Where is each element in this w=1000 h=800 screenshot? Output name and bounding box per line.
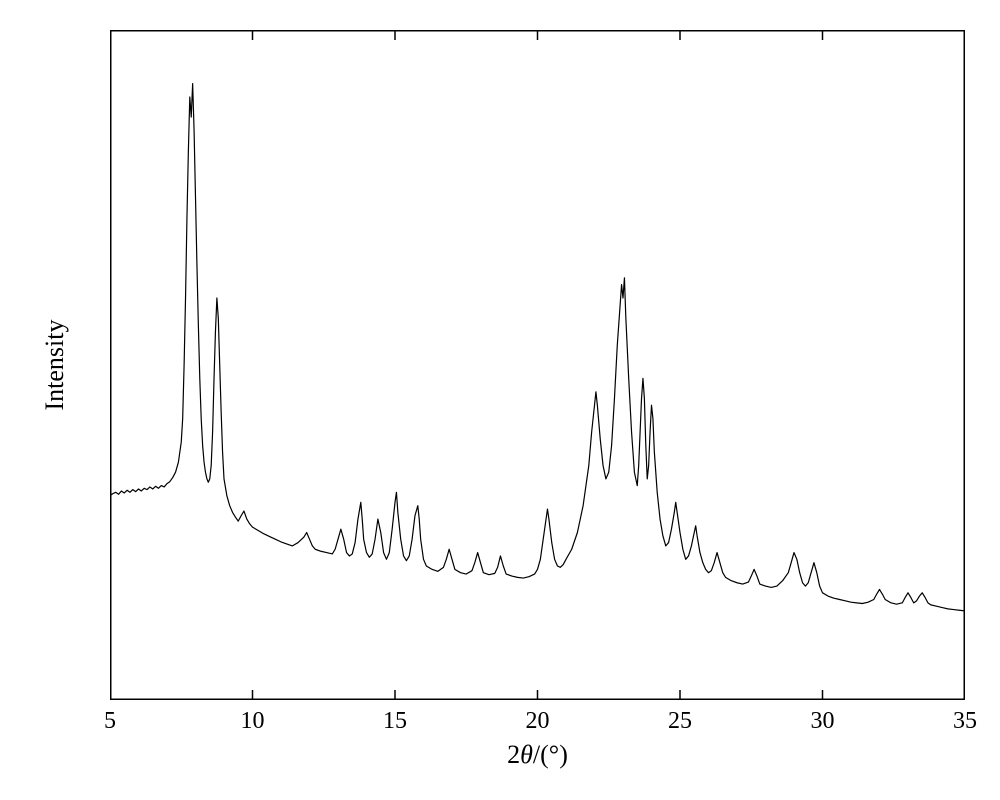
x-tick-label: 35 (935, 708, 995, 735)
xlabel-suffix: /(°) (533, 740, 568, 769)
x-tick-label: 15 (365, 708, 425, 735)
xlabel-prefix: 2 (507, 740, 520, 769)
x-tick-label: 25 (650, 708, 710, 735)
y-axis-label: Intensity (40, 320, 70, 411)
plot-area (110, 30, 965, 700)
x-axis-label: 2θ/(°) (110, 740, 965, 770)
xlabel-theta: θ (520, 740, 533, 769)
x-tick-label: 5 (80, 708, 140, 735)
xrd-figure: Intensity 2θ/(°) 5 10 15 20 25 30 35 (0, 0, 1000, 800)
x-tick-label: 30 (793, 708, 853, 735)
xrd-trace (110, 84, 965, 611)
x-tick-label: 20 (508, 708, 568, 735)
plot-svg (110, 30, 965, 700)
x-tick-label: 10 (223, 708, 283, 735)
